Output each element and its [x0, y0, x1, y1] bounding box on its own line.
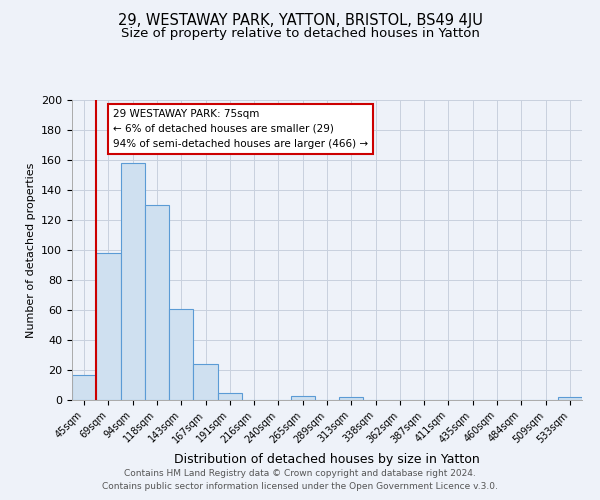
Bar — [218, 392, 242, 400]
Text: Contains HM Land Registry data © Crown copyright and database right 2024.: Contains HM Land Registry data © Crown c… — [124, 468, 476, 477]
Bar — [121, 163, 145, 400]
Bar — [558, 397, 582, 400]
Text: Size of property relative to detached houses in Yatton: Size of property relative to detached ho… — [121, 28, 479, 40]
Bar — [193, 364, 218, 400]
Bar — [96, 253, 121, 400]
Bar — [145, 205, 169, 400]
X-axis label: Distribution of detached houses by size in Yatton: Distribution of detached houses by size … — [174, 453, 480, 466]
Text: Contains public sector information licensed under the Open Government Licence v.: Contains public sector information licen… — [102, 482, 498, 491]
Bar — [169, 308, 193, 400]
Text: 29 WESTAWAY PARK: 75sqm
← 6% of detached houses are smaller (29)
94% of semi-det: 29 WESTAWAY PARK: 75sqm ← 6% of detached… — [113, 109, 368, 148]
Bar — [339, 397, 364, 400]
Y-axis label: Number of detached properties: Number of detached properties — [26, 162, 35, 338]
Bar — [290, 396, 315, 400]
Bar — [72, 374, 96, 400]
Text: 29, WESTAWAY PARK, YATTON, BRISTOL, BS49 4JU: 29, WESTAWAY PARK, YATTON, BRISTOL, BS49… — [118, 12, 482, 28]
